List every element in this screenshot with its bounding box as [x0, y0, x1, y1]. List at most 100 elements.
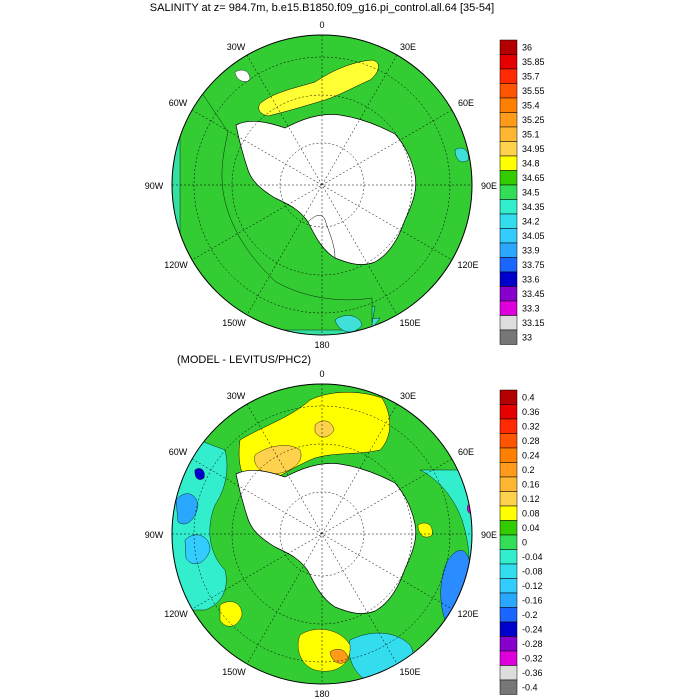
cyan-patch-se-top — [334, 315, 363, 333]
colorbar-label: 34.65 — [522, 173, 545, 183]
colorbar-label: 34.8 — [522, 158, 540, 168]
colorbar-swatch — [499, 592, 518, 608]
yellow-patch-east-bottom — [417, 522, 433, 538]
colorbar-swatch — [499, 54, 518, 70]
lon-label-90w-top: 90W — [145, 181, 164, 191]
cyan-patch-east-top — [454, 147, 469, 163]
colorbar-label: 34.05 — [522, 231, 545, 241]
lon-label-90e-top: 90E — [481, 181, 497, 191]
colorbar-label: 0.28 — [522, 436, 540, 446]
lon-label-0-bottom: 0 — [319, 369, 324, 379]
colorbar-swatch — [499, 636, 518, 652]
colorbar-label: 33.75 — [522, 260, 545, 270]
cyan-region-west-bottom — [172, 429, 228, 611]
colorbar-label: 35.1 — [522, 129, 540, 139]
colorbar-swatch — [499, 228, 518, 244]
panel-top-title: SALINITY at z= 984.7m, b.e15.B1850.f09_g… — [150, 2, 494, 14]
lon-label-30e-bottom: 30E — [400, 391, 416, 401]
blue-patch-sw-bottom — [184, 534, 211, 565]
panel-bottom: (MODEL - LEVITUS/PHC2) — [145, 354, 543, 699]
colorbar-swatch — [499, 520, 518, 536]
antarctica-top — [235, 114, 417, 265]
colorbar-swatch — [499, 155, 518, 171]
colorbar-swatch — [499, 534, 518, 550]
colorbar-swatch — [499, 242, 518, 258]
colorbar-label: 0.36 — [522, 407, 540, 417]
orange-patch-north-bottom — [254, 445, 302, 475]
colorbar-swatch — [499, 650, 518, 666]
panel-top: SALINITY at z= 984.7m, b.e15.B1850.f09_g… — [145, 2, 545, 350]
lon-label-90e-bottom: 90E — [481, 530, 497, 540]
colorbar-label: 33.6 — [522, 274, 540, 284]
colorbar-label: 33.45 — [522, 289, 545, 299]
colorbar-swatch — [499, 126, 518, 142]
lon-label-30e-top: 30E — [400, 42, 416, 52]
colorbar-swatch — [499, 491, 518, 507]
lon-label-120e-bottom: 120E — [457, 609, 478, 619]
colorbar-label: -0.36 — [522, 668, 543, 678]
map-top: 0 30E 60E 90E 120E 150E 180 150W 120W 90… — [145, 20, 497, 350]
colorbar-swatch — [499, 83, 518, 99]
colorbar-swatch — [499, 170, 518, 186]
colorbar-label: 0.12 — [522, 494, 540, 504]
purple-spot-west-bottom — [194, 468, 205, 480]
colorbar-top: 36 35.85 35.7 35.55 35.4 35.25 35.1 34.95 34.8 34… — [499, 39, 545, 345]
colorbar-label: 0 — [522, 537, 527, 547]
colorbar-swatch — [499, 68, 518, 84]
colorbar-label: 35.85 — [522, 57, 545, 67]
colorbar-label: 34.35 — [522, 202, 545, 212]
colorbar-swatch — [499, 271, 518, 287]
colorbar-swatch — [499, 549, 518, 565]
colorbar-swatch — [499, 578, 518, 594]
colorbar-swatch — [499, 39, 518, 55]
colorbar-swatch — [499, 315, 518, 331]
lon-label-150w-top: 150W — [222, 318, 246, 328]
colorbar-swatch — [499, 621, 518, 637]
colorbar-swatch — [499, 433, 518, 449]
colorbar-label: -0.16 — [522, 595, 543, 605]
colorbar-swatch — [499, 679, 518, 695]
lon-label-90w-bottom: 90W — [145, 530, 164, 540]
sea-ice-patch-top — [234, 69, 251, 82]
colorbar-swatch — [499, 462, 518, 478]
ross-embayment-top — [307, 215, 336, 259]
colorbar-label: 33 — [522, 332, 532, 342]
yellow-patch-sw-bottom — [219, 601, 243, 627]
colorbar-swatch — [499, 112, 518, 128]
colorbar-swatch — [499, 257, 518, 273]
orange-patch-south-bottom — [329, 649, 349, 664]
lon-label-150w-bottom: 150W — [222, 667, 246, 677]
colorbar-label: 0.4 — [522, 392, 535, 402]
colorbar-swatch — [499, 97, 518, 113]
colorbar-label: 0.08 — [522, 508, 540, 518]
colorbar-label: 35.25 — [522, 115, 545, 125]
blue-patch-west-bottom — [175, 493, 199, 525]
lon-label-60e-top: 60E — [458, 98, 474, 108]
colorbar-label: 34.2 — [522, 216, 540, 226]
colorbar-bottom: 0.4 0.36 0.32 0.28 0.24 0.2 0.16 0.12 0.08 0.04 0 -… — [499, 389, 543, 695]
colorbar-label: 0.24 — [522, 450, 540, 460]
lon-label-180-top: 180 — [314, 340, 329, 350]
colorbar-swatch — [499, 505, 518, 521]
colorbar-label: 35.4 — [522, 100, 540, 110]
colorbar-label: 34.5 — [522, 187, 540, 197]
antarctica-bottom — [235, 463, 417, 614]
colorbar-swatch — [499, 418, 518, 434]
colorbar-label: 0.16 — [522, 479, 540, 489]
lon-label-150e-top: 150E — [399, 318, 420, 328]
colorbar-swatch — [499, 447, 518, 463]
lon-label-180-bottom: 180 — [314, 689, 329, 699]
colorbar-label: 33.15 — [522, 318, 545, 328]
lon-label-60e-bottom: 60E — [458, 447, 474, 457]
colorbar-label: -0.24 — [522, 624, 543, 634]
colorbar-label: 33.9 — [522, 245, 540, 255]
colorbar-label: 36 — [522, 42, 532, 52]
colorbar-label: 0.32 — [522, 421, 540, 431]
map-border-top — [171, 34, 473, 336]
colorbar-swatch — [499, 476, 518, 492]
colorbar-label: 33.3 — [522, 303, 540, 313]
graticule-top — [172, 35, 472, 335]
map-border-bottom — [171, 383, 473, 685]
colorbar-label: 0.2 — [522, 465, 535, 475]
colorbar-label: 34.95 — [522, 144, 545, 154]
